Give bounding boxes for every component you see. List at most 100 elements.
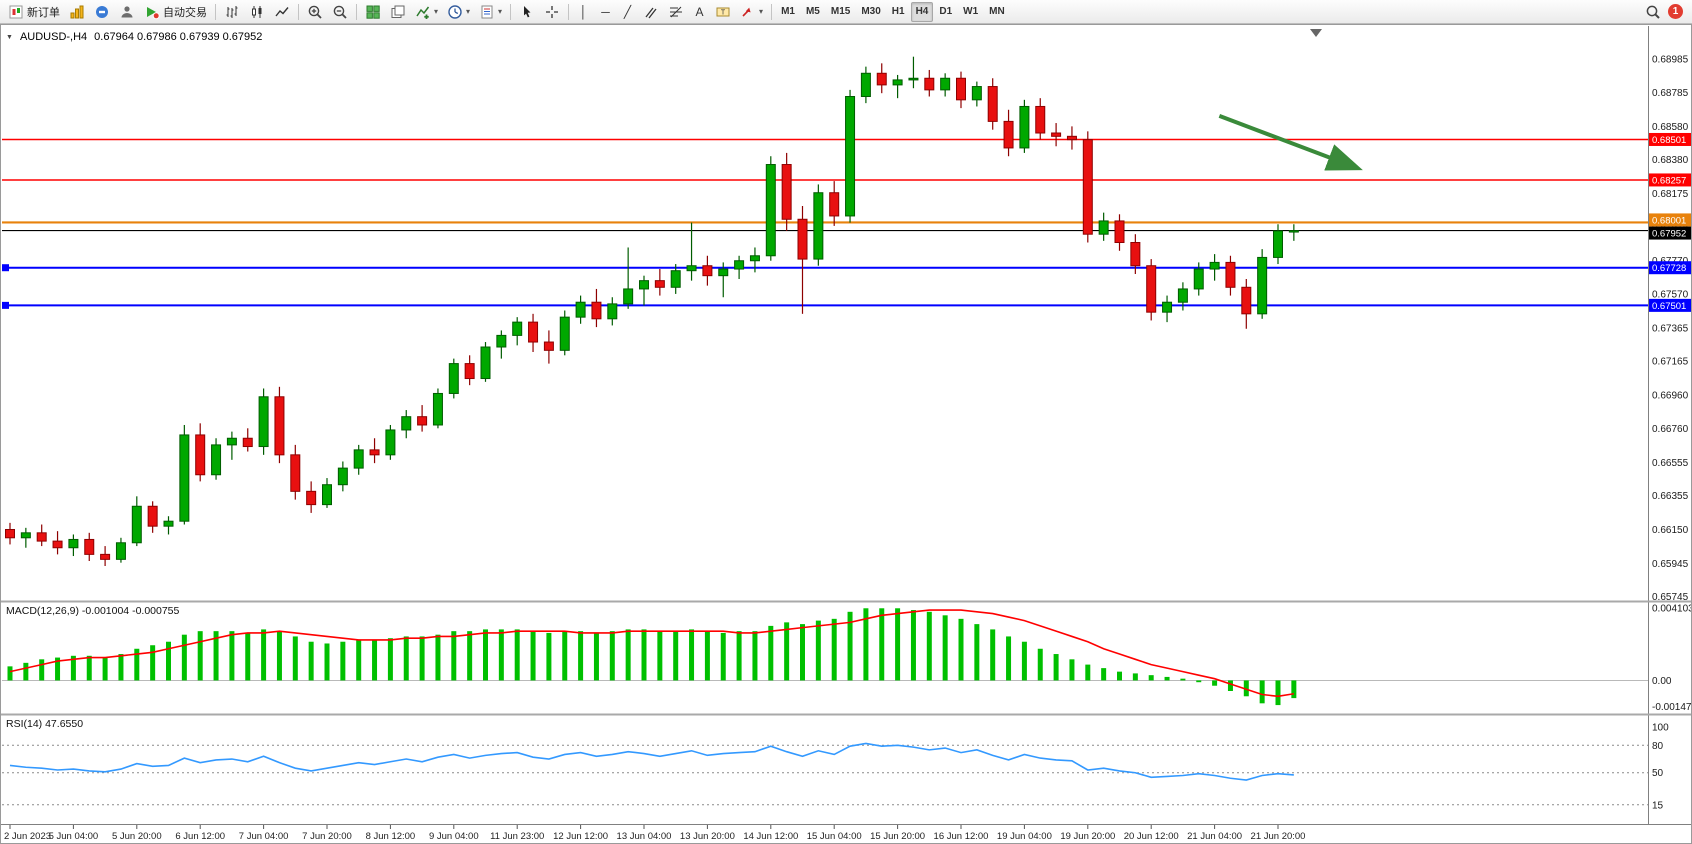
zoom-in-button[interactable] (303, 2, 327, 22)
new-order-button[interactable]: 新订单 (4, 2, 64, 22)
text-button[interactable]: A (689, 2, 710, 22)
profiles-button[interactable] (65, 2, 89, 22)
candle (448, 363, 459, 394)
time-axis-label: 19 Jun 04:00 (997, 831, 1052, 842)
time-axis-label: 7 Jun 20:00 (302, 831, 352, 842)
price-axis-label: 0.67365 (1652, 323, 1689, 334)
candle (385, 429, 396, 456)
timeframe-button-w1[interactable]: W1 (963, 6, 979, 17)
time-axis-label: 2 Jun 2023 (4, 831, 51, 842)
horizontal-line-button[interactable]: ─ (595, 2, 616, 22)
time-axis-label: 13 Jun 04:00 (617, 831, 672, 842)
macd-histogram-bar (673, 631, 679, 681)
candle (496, 334, 507, 348)
trendline-button[interactable]: ╱ (617, 2, 638, 22)
candle (623, 288, 634, 305)
auto-arrange-button[interactable] (361, 2, 385, 22)
timeframe-button-m15[interactable]: M15 (830, 6, 851, 17)
macd-histogram-bar (736, 631, 742, 681)
ohlc-values: 0.67964 0.67986 0.67939 0.67952 (94, 31, 263, 43)
label-button[interactable]: T (711, 2, 735, 22)
macd-histogram-bar (546, 632, 552, 681)
macd-histogram-bar (181, 634, 187, 681)
timeframe-button-m1[interactable]: M1 (781, 6, 795, 17)
dropdown-caret-icon[interactable]: ▾ (759, 7, 764, 16)
candle (337, 467, 348, 486)
macd-histogram-bar (689, 629, 695, 681)
macd-histogram-bar (784, 622, 790, 681)
toolbar-separator (771, 3, 773, 20)
line-handle[interactable] (2, 264, 9, 272)
candle (591, 301, 602, 320)
templates-button[interactable]: ▾ (475, 2, 506, 22)
cascade-windows-button[interactable] (386, 2, 410, 22)
toolbar-separator (298, 3, 299, 20)
candle (1066, 135, 1077, 141)
rsi-panel[interactable]: 100 80 50 15 (2, 722, 1669, 811)
timeframe-button-d1[interactable]: D1 (939, 6, 953, 17)
dropdown-caret-icon[interactable]: ▾ (466, 7, 471, 16)
timeframe-button-mn[interactable]: MN (989, 6, 1005, 17)
trendline-icon: ╱ (623, 4, 632, 19)
macd-histogram-bar (308, 641, 314, 681)
line-chart-button[interactable] (270, 2, 294, 22)
tile-grid-icon (366, 5, 380, 19)
timeframe-button-h4[interactable]: H4 (910, 1, 934, 22)
macd-histogram-bar (7, 666, 13, 681)
candle (1288, 230, 1299, 233)
candlestick-chart-button[interactable] (245, 2, 269, 22)
notification-badge[interactable]: 1 (1668, 4, 1683, 19)
trend-arrow-annotation[interactable] (1218, 114, 1363, 171)
arrows-button[interactable]: ▾ (736, 2, 767, 22)
time-axis-label: 19 Jun 20:00 (1060, 831, 1115, 842)
timeframe-button-m5[interactable]: M5 (805, 6, 820, 17)
macd-histogram-bar (213, 631, 219, 681)
timeframe-button-m30[interactable]: M30 (861, 6, 881, 17)
channel-button[interactable] (639, 2, 663, 22)
macd-histogram-bar (451, 631, 457, 681)
price-axis-label: 0.67570 (1652, 289, 1689, 300)
fibonacci-button[interactable] (664, 2, 688, 22)
macd-histogram-bar (1117, 671, 1122, 681)
navigator-button[interactable] (115, 2, 139, 22)
time-axis-label: 16 Jun 12:00 (934, 831, 989, 842)
indicators-button[interactable]: ▾ (411, 2, 442, 22)
search-button[interactable] (1641, 2, 1665, 22)
terminal-button[interactable] (90, 2, 114, 22)
auto-trading-button[interactable]: 自动交易 (140, 2, 211, 22)
dropdown-caret-icon[interactable]: ▾ (434, 7, 439, 16)
toolbar-separator (356, 3, 357, 20)
text-icon: A (695, 4, 704, 19)
candle (1257, 256, 1268, 315)
price-axis-label: 0.68380 (1652, 155, 1689, 166)
candlestick-series[interactable] (5, 56, 1299, 566)
macd-histogram-bar (657, 631, 663, 681)
price-badge (1649, 173, 1691, 187)
macd-histogram-bar (815, 620, 821, 681)
time-axis-label: 11 Jun 23:00 (490, 831, 544, 842)
cursor-button[interactable] (515, 2, 539, 22)
chart-shift-marker[interactable] (1310, 29, 1322, 37)
dropdown-caret-icon[interactable]: ▾ (498, 7, 503, 16)
line-handle[interactable] (2, 301, 9, 309)
collapse-icon[interactable]: ▼ (6, 33, 13, 41)
periods-button[interactable]: ▾ (443, 2, 474, 22)
timeframe-toolbar: M1 M5 M15 M30 H1 H4 D1 W1 MN (776, 1, 1010, 22)
candle (1241, 286, 1252, 315)
timeframe-button-h1[interactable]: H1 (891, 6, 905, 17)
vertical-line-button[interactable]: │ (573, 2, 594, 22)
candle (242, 437, 253, 448)
macd-panel[interactable]: 0.004103 0.00 -0.001477 (2, 604, 1692, 713)
candle (765, 164, 776, 257)
macd-histogram-bar (55, 657, 61, 681)
macd-histogram-bar (1053, 654, 1059, 681)
crosshair-button[interactable] (540, 2, 564, 22)
price-axis-label: 0.66960 (1652, 391, 1689, 402)
zoom-out-button[interactable] (328, 2, 352, 22)
macd-histogram-bar (1101, 668, 1107, 681)
bar-chart-button[interactable] (220, 2, 244, 22)
macd-histogram-bar (1069, 659, 1075, 681)
macd-histogram-bar (1037, 648, 1043, 681)
